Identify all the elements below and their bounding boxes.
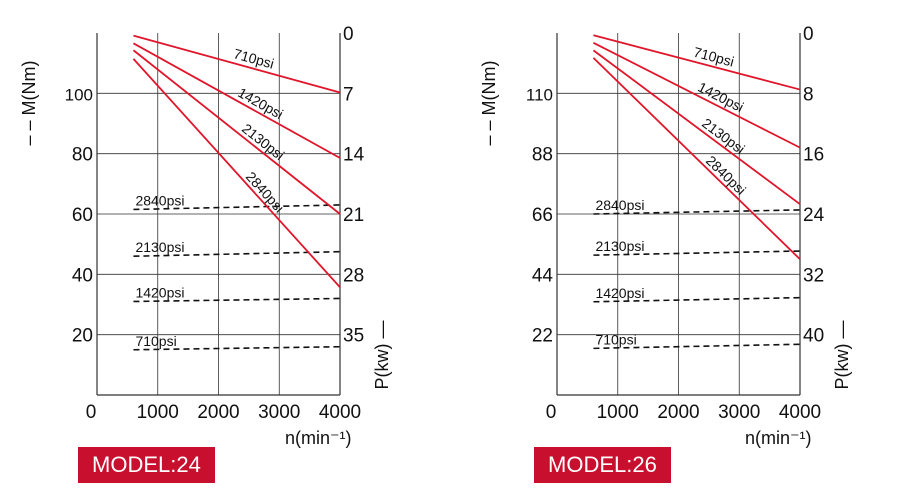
model-badge-26: MODEL:26 xyxy=(534,447,671,483)
chart1-torque-line xyxy=(133,204,341,211)
chart2-torque-label: 1420psi xyxy=(595,285,644,301)
chart1-left-tick-label: 60 xyxy=(72,205,93,226)
chart2-power-label: 1420psi xyxy=(695,79,746,115)
chart1-torque-label: 2840psi xyxy=(135,192,184,208)
chart1-left-tick-label: 20 xyxy=(72,326,93,347)
chart1-left-axis-title: – – M(Nm) xyxy=(19,61,39,146)
chart2-right-tick-label: 8 xyxy=(803,84,814,105)
chart2-power-label: 2840psi xyxy=(703,152,749,198)
chart2-right-tick-label: 0 xyxy=(803,24,814,45)
chart1-power-label: 710psi xyxy=(232,45,276,71)
chart2-x-tick-label: 3000 xyxy=(718,402,760,423)
chart2-torque-label: 2130psi xyxy=(595,238,644,254)
chart2-x-tick-label: 1000 xyxy=(597,402,639,423)
chart1-power-line xyxy=(133,42,341,159)
chart2-right-tick-label: 40 xyxy=(803,326,824,347)
chart2-power-line xyxy=(593,42,801,149)
chart2-right-axis-title: P(kw) — xyxy=(832,321,852,390)
chart1-x-tick-label: 4000 xyxy=(319,402,361,423)
chart1-right-tick-label: 14 xyxy=(343,145,365,166)
chart1-torque-label: 1420psi xyxy=(135,284,184,300)
chart1-right-tick-label: 21 xyxy=(343,205,364,226)
chart2-power-line xyxy=(592,57,801,260)
chart2-torque-label: 710psi xyxy=(595,331,636,347)
chart2-x-tick-label: 4000 xyxy=(779,402,821,423)
chart1-x-tick-label: 3000 xyxy=(258,402,300,423)
chart2-power-label: 2130psi xyxy=(699,115,748,157)
chart2-left-tick-label: 44 xyxy=(532,265,554,286)
chart1-x-tick-label: 1000 xyxy=(137,402,179,423)
chart1-torque-line xyxy=(133,297,341,303)
chart1-right-axis-title: P(kw) — xyxy=(372,321,392,390)
chart2-right-tick-label: 24 xyxy=(803,205,825,226)
chart1-power-line xyxy=(133,34,341,94)
chart1-right-tick-label: 0 xyxy=(343,24,354,45)
chart2-power-line xyxy=(593,34,801,91)
chart2-left-axis-title: – – M(Nm) xyxy=(479,61,499,146)
chart1-right-tick-label: 35 xyxy=(343,326,364,347)
chart2-power-line xyxy=(592,49,801,205)
chart2-left-tick-label: 22 xyxy=(532,326,553,347)
chart1-left-tick-label: 80 xyxy=(72,145,93,166)
chart1-x-axis-title: n(min⁻¹) xyxy=(285,428,352,448)
chart2-power-label: 710psi xyxy=(692,44,736,70)
chart1-left-tick-label: 40 xyxy=(72,265,93,286)
chart2-right-tick-label: 32 xyxy=(803,265,824,286)
chart1-x-tick-label: 2000 xyxy=(197,402,239,423)
chart2-x-axis-title: n(min⁻¹) xyxy=(745,428,812,448)
chart1-torque-label: 710psi xyxy=(135,333,176,349)
chart1-torque-label: 2130psi xyxy=(135,239,184,255)
model-badge-24: MODEL:24 xyxy=(78,447,215,483)
chart1-power-line xyxy=(132,49,341,215)
chart2-torque-line xyxy=(593,250,801,256)
chart2-torque-line xyxy=(593,209,801,215)
chart1-right-tick-label: 28 xyxy=(343,265,364,286)
chart1-left-tick-label: 100 xyxy=(65,85,93,104)
chart1-x-tick-label: 0 xyxy=(86,402,97,423)
chart2-x-tick-label: 0 xyxy=(546,402,557,423)
chart2-left-tick-label: 66 xyxy=(532,205,553,226)
chart1-right-tick-label: 7 xyxy=(343,84,354,105)
chart1-torque-line xyxy=(133,345,341,351)
chart1-power-line xyxy=(132,58,341,288)
chart1-torque-line xyxy=(133,250,341,258)
chart2-torque-line xyxy=(593,296,801,303)
chart2-torque-label: 2840psi xyxy=(595,197,644,213)
chart2-left-tick-label: 110 xyxy=(526,85,553,104)
chart2-left-tick-label: 88 xyxy=(532,145,553,166)
chart2-right-tick-label: 16 xyxy=(803,145,824,166)
chart1-power-label: 2840psi xyxy=(243,168,288,215)
chart1-power-label: 2130psi xyxy=(239,120,287,163)
chart2-x-tick-label: 2000 xyxy=(657,402,699,423)
chart2-torque-line xyxy=(593,343,801,350)
